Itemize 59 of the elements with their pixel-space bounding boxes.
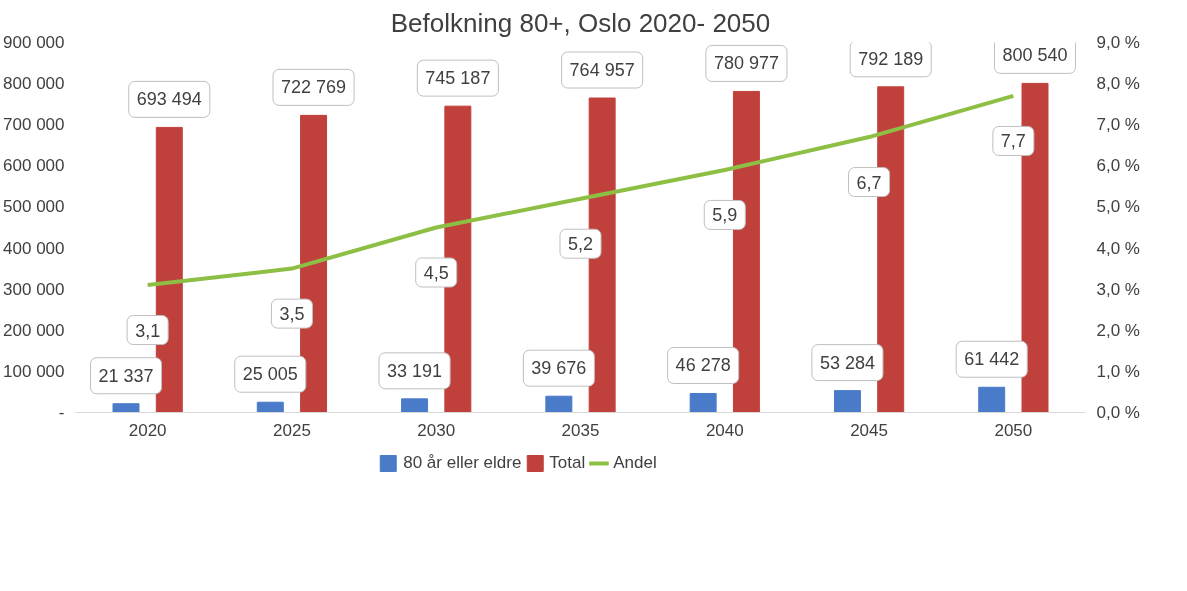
y2-tick-label: 2,0 % [1096,320,1140,340]
data-label: 61 442 [964,349,1020,370]
y-tick-label: 800 000 [3,74,65,94]
y-tick-label: 200 000 [3,320,65,340]
y-tick-label: 600 000 [3,156,65,176]
data-label: 25 005 [242,364,298,385]
y-tick-label: 300 000 [3,279,65,299]
data-label: 3,1 [135,320,161,341]
data-label: 39 676 [531,358,587,379]
y-tick-label: - [58,403,65,422]
legend-label: Andel [613,453,657,473]
y-tick-label: 900 000 [3,33,65,52]
x-tick-label: 2045 [850,420,888,440]
y2-tick-label: 5,0 % [1096,197,1140,217]
data-label: 3,5 [279,304,305,325]
y-tick-label: 400 000 [3,238,65,258]
legend-label: Total [549,453,586,473]
data-label: 53 284 [819,352,875,373]
bar [401,398,429,413]
y2-tick-label: 1,0 % [1096,361,1140,381]
data-label: 33 191 [387,360,443,381]
data-label: 745 187 [425,68,491,89]
x-tick-label: 2035 [561,420,600,440]
data-label: 792 189 [858,48,924,69]
chart-title: Befolkning 80+, Oslo 2020- 2050 [390,7,771,38]
y2-tick-label: 9,0 % [1096,33,1140,52]
data-label: 21 337 [98,365,154,386]
x-tick-label: 2040 [705,420,744,440]
data-label: 46 278 [675,355,731,376]
y2-tick-label: 4,0 % [1096,238,1140,258]
data-label: 4,5 [423,263,449,283]
bar [256,401,284,413]
data-label: 780 977 [713,53,779,74]
bar [689,392,717,413]
x-tick-label: 2025 [273,420,311,440]
legend-label: 80 år eller eldre [403,453,522,473]
bar [545,395,573,413]
y-tick-label: 500 000 [3,197,65,217]
x-tick-label: 2030 [417,420,456,440]
data-label: 764 957 [569,60,635,81]
x-tick-label: 2050 [994,420,1033,440]
data-label: 5,2 [567,234,594,255]
x-tick-label: 2020 [128,420,167,440]
bar [833,390,861,413]
y-tick-label: 700 000 [3,115,65,135]
y2-tick-label: 0,0 % [1096,403,1140,422]
y2-tick-label: 8,0 % [1096,74,1140,94]
bar [978,386,1006,413]
data-label: 5,9 [712,205,738,226]
data-label: 722 769 [281,77,347,98]
y-tick-label: 100 000 [3,361,65,381]
data-label: 800 540 [1002,45,1068,66]
data-label: 7,7 [1000,131,1026,152]
data-label: 6,7 [856,172,882,193]
y2-tick-label: 7,0 % [1096,115,1140,135]
bar [112,403,140,413]
y2-tick-label: 6,0 % [1096,156,1140,176]
data-label: 693 494 [136,89,202,110]
y2-tick-label: 3,0 % [1096,279,1140,299]
